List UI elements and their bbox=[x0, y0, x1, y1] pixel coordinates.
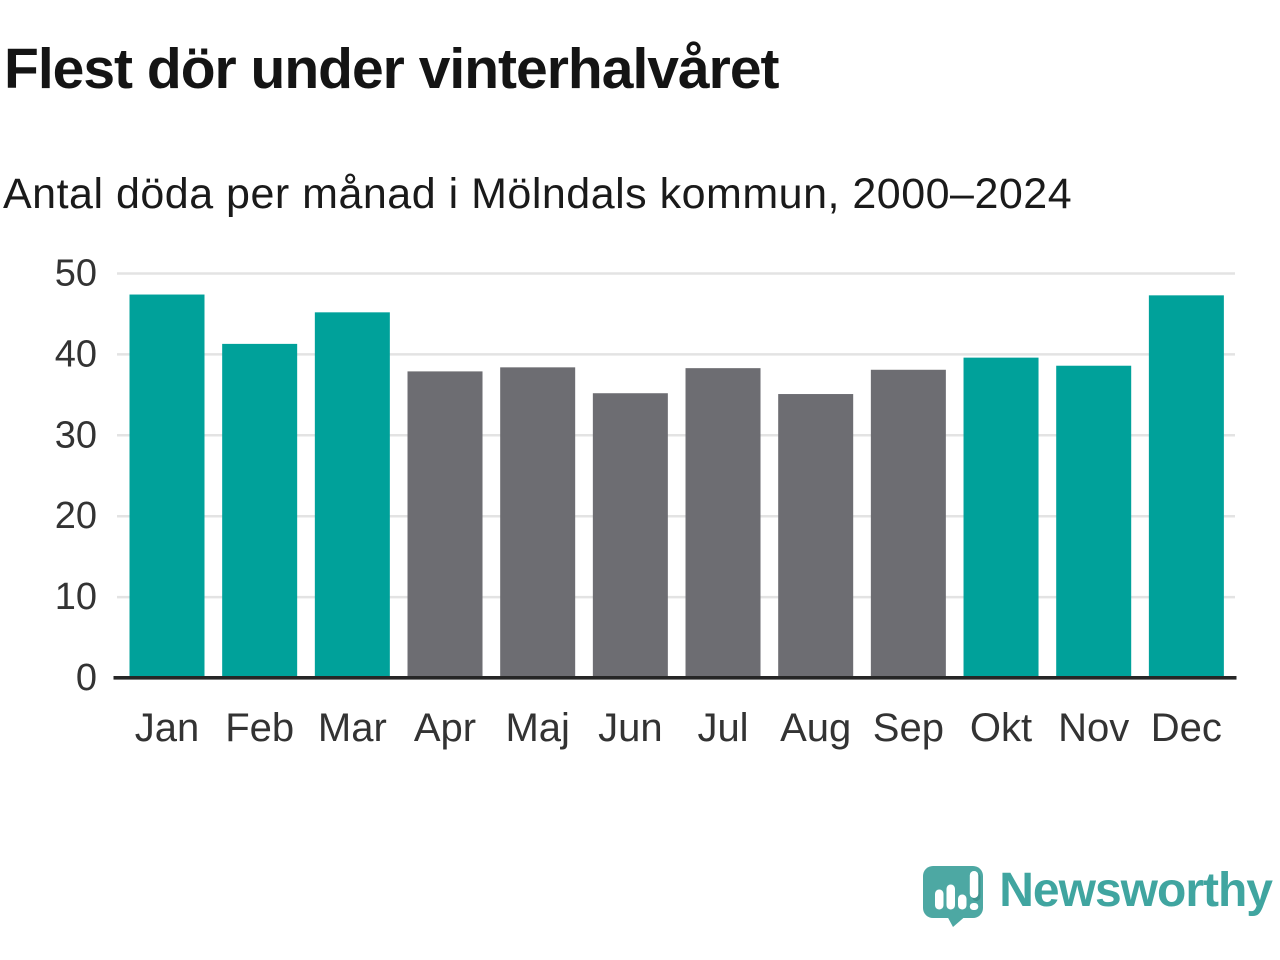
bar-mar bbox=[314, 312, 390, 678]
bar-sep bbox=[870, 369, 946, 678]
y-tick-label-40: 40 bbox=[55, 333, 97, 375]
logo-exclamation-bar bbox=[970, 870, 979, 898]
logo-bubble-tail bbox=[946, 913, 969, 927]
x-tick-label-okt: Okt bbox=[970, 706, 1032, 750]
bar-apr bbox=[407, 371, 483, 678]
logo-bar-2 bbox=[946, 884, 956, 909]
brand-footer: Newsworthy bbox=[922, 859, 1273, 933]
x-tick-label-apr: Apr bbox=[414, 706, 476, 750]
logo-bar-1 bbox=[935, 889, 944, 909]
x-tick-label-feb: Feb bbox=[225, 706, 294, 750]
bar-nov bbox=[1056, 365, 1132, 678]
x-tick-label-sep: Sep bbox=[873, 706, 944, 750]
bar-feb bbox=[222, 343, 298, 678]
y-tick-label-0: 0 bbox=[76, 657, 97, 699]
x-tick-label-jul: Jul bbox=[697, 706, 748, 750]
y-tick-label-20: 20 bbox=[55, 495, 97, 537]
logo-bar-3 bbox=[958, 894, 967, 909]
newsworthy-logo-icon bbox=[923, 865, 984, 927]
x-tick-label-maj: Maj bbox=[505, 706, 569, 750]
bar-jul bbox=[685, 368, 761, 678]
bar-dec bbox=[1148, 295, 1224, 678]
x-axis-line bbox=[113, 676, 1237, 680]
logo-exclamation-dot bbox=[970, 902, 979, 910]
y-tick-label-30: 30 bbox=[55, 414, 97, 456]
x-tick-label-jan: Jan bbox=[135, 706, 200, 750]
x-tick-label-aug: Aug bbox=[780, 706, 851, 750]
bar-okt bbox=[963, 357, 1039, 678]
y-tick-label-10: 10 bbox=[55, 576, 97, 618]
x-tick-label-jun: Jun bbox=[598, 706, 663, 750]
brand-name: Newsworthy bbox=[999, 864, 1273, 917]
bar-jun bbox=[592, 393, 668, 678]
x-tick-label-mar: Mar bbox=[318, 706, 387, 750]
y-tick-label-50: 50 bbox=[55, 253, 97, 295]
x-tick-label-dec: Dec bbox=[1151, 706, 1222, 750]
bar-maj bbox=[500, 367, 576, 678]
chart-title: Flest dör under vinterhalvåret bbox=[4, 37, 780, 101]
bar-aug bbox=[778, 394, 854, 678]
bar-jan bbox=[129, 294, 205, 678]
x-tick-label-nov: Nov bbox=[1058, 706, 1129, 750]
chart-subtitle: Antal döda per månad i Mölndals kommun, … bbox=[3, 170, 1073, 218]
